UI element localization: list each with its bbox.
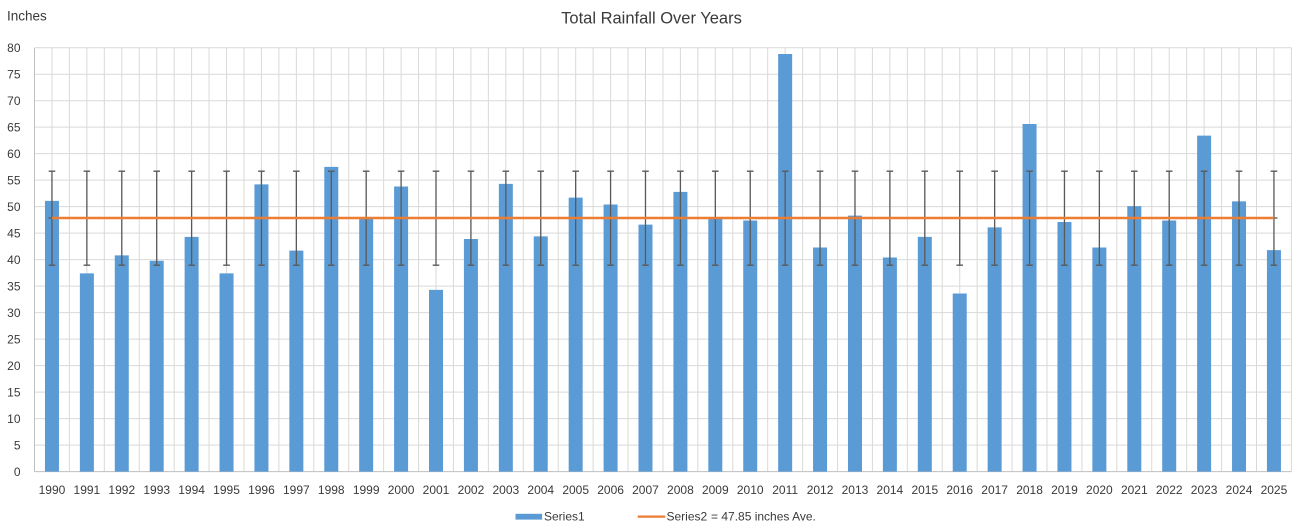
svg-text:2000: 2000 (388, 483, 415, 497)
svg-text:2024: 2024 (1226, 483, 1253, 497)
svg-text:2015: 2015 (911, 483, 938, 497)
svg-text:1990: 1990 (39, 483, 66, 497)
svg-text:Inches: Inches (7, 9, 47, 24)
svg-text:50: 50 (7, 200, 21, 214)
svg-text:2010: 2010 (737, 483, 764, 497)
svg-text:60: 60 (7, 147, 21, 161)
svg-text:2022: 2022 (1156, 483, 1183, 497)
svg-text:1998: 1998 (318, 483, 345, 497)
svg-text:2001: 2001 (423, 483, 450, 497)
svg-text:1993: 1993 (143, 483, 170, 497)
svg-text:65: 65 (7, 120, 21, 134)
svg-text:1999: 1999 (353, 483, 380, 497)
svg-text:1992: 1992 (108, 483, 135, 497)
svg-text:2013: 2013 (842, 483, 869, 497)
svg-text:2005: 2005 (562, 483, 589, 497)
svg-text:2002: 2002 (458, 483, 485, 497)
svg-text:= 47.85 inches Ave.: = 47.85 inches Ave. (711, 510, 816, 524)
svg-text:2021: 2021 (1121, 483, 1148, 497)
svg-text:15: 15 (7, 385, 21, 399)
svg-text:2014: 2014 (877, 483, 904, 497)
svg-text:2017: 2017 (981, 483, 1008, 497)
svg-text:35: 35 (7, 279, 21, 293)
svg-text:10: 10 (7, 412, 21, 426)
svg-text:2003: 2003 (492, 483, 519, 497)
svg-text:2012: 2012 (807, 483, 834, 497)
svg-text:1994: 1994 (178, 483, 205, 497)
svg-text:2004: 2004 (527, 483, 554, 497)
svg-text:2006: 2006 (597, 483, 624, 497)
svg-text:2019: 2019 (1051, 483, 1078, 497)
svg-text:2023: 2023 (1191, 483, 1218, 497)
svg-text:30: 30 (7, 306, 21, 320)
svg-text:5: 5 (14, 438, 21, 452)
svg-text:Series2: Series2 (667, 510, 708, 524)
svg-text:1995: 1995 (213, 483, 240, 497)
svg-text:55: 55 (7, 173, 21, 187)
svg-text:2016: 2016 (946, 483, 973, 497)
svg-text:75: 75 (7, 67, 21, 81)
svg-text:1996: 1996 (248, 483, 275, 497)
svg-text:2009: 2009 (702, 483, 729, 497)
svg-text:2025: 2025 (1261, 483, 1288, 497)
svg-text:40: 40 (7, 253, 21, 267)
svg-text:2007: 2007 (632, 483, 659, 497)
svg-text:0: 0 (14, 465, 21, 479)
svg-text:45: 45 (7, 226, 21, 240)
svg-text:2018: 2018 (1016, 483, 1043, 497)
svg-text:2011: 2011 (772, 483, 798, 497)
svg-text:1991: 1991 (74, 483, 101, 497)
svg-text:20: 20 (7, 359, 21, 373)
svg-text:2008: 2008 (667, 483, 694, 497)
svg-text:80: 80 (7, 41, 21, 55)
svg-text:2020: 2020 (1086, 483, 1113, 497)
svg-text:Total Rainfall Over Years: Total Rainfall Over Years (561, 10, 742, 28)
svg-text:25: 25 (7, 332, 21, 346)
svg-text:70: 70 (7, 94, 21, 108)
svg-text:1997: 1997 (283, 483, 310, 497)
svg-text:Series1: Series1 (544, 510, 585, 524)
